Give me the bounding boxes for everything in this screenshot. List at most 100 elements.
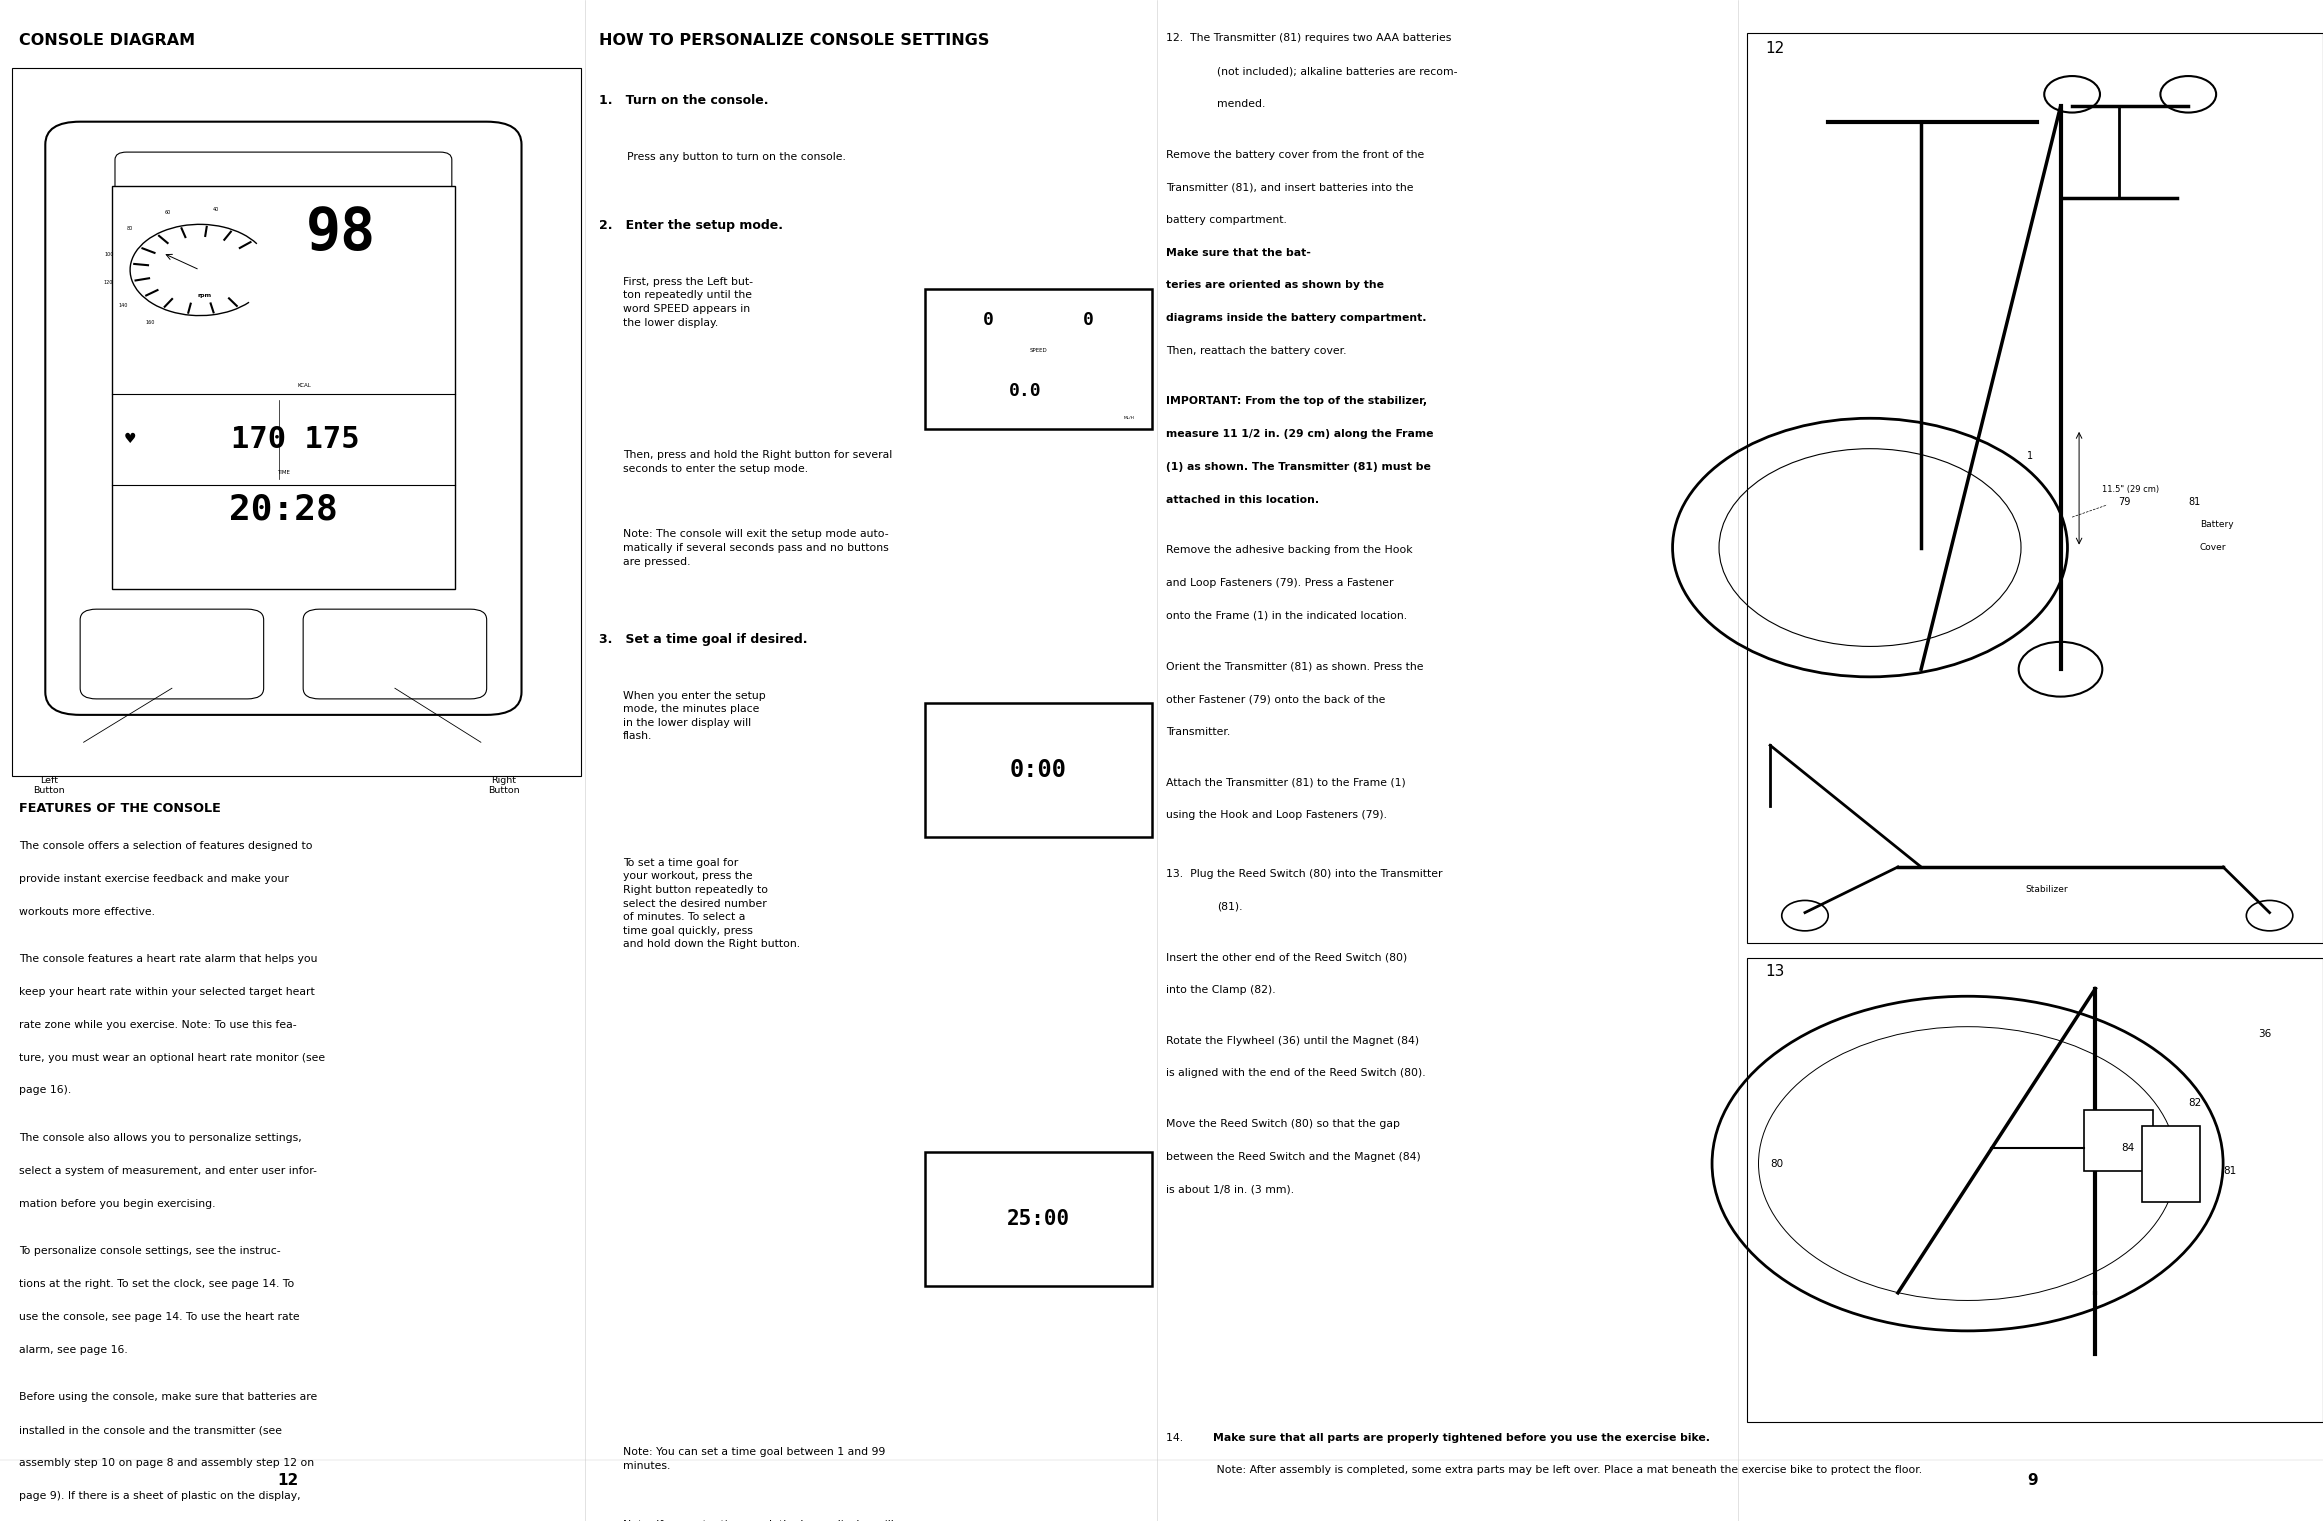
Text: 36: 36 (2258, 1030, 2272, 1039)
Text: When you enter the setup
mode, the minutes place
in the lower display will
flash: When you enter the setup mode, the minut… (623, 691, 764, 741)
Text: 20:28: 20:28 (230, 493, 337, 526)
Text: ture, you must wear an optional heart rate monitor (see: ture, you must wear an optional heart ra… (19, 1053, 325, 1063)
Text: KCAL: KCAL (297, 383, 311, 388)
Text: 140: 140 (118, 303, 128, 307)
Text: keep your heart rate within your selected target heart: keep your heart rate within your selecte… (19, 987, 314, 998)
Text: Cover: Cover (2200, 543, 2225, 552)
Text: 79: 79 (2119, 497, 2130, 506)
Text: 25:00: 25:00 (1006, 1209, 1071, 1229)
Text: Make sure that all parts are properly tightened before you use the exercise bike: Make sure that all parts are properly ti… (1213, 1433, 1710, 1443)
Text: (1) as shown. The Transmitter (81) must be: (1) as shown. The Transmitter (81) must … (1166, 462, 1431, 472)
Text: alarm, see page 16.: alarm, see page 16. (19, 1345, 128, 1355)
Bar (2142, 1126, 2200, 1202)
Text: Left
Button: Left Button (33, 776, 65, 795)
Text: tions at the right. To set the clock, see page 14. To: tions at the right. To set the clock, se… (19, 1279, 293, 1290)
Text: Stabilizer: Stabilizer (2026, 885, 2067, 894)
Text: 0.0: 0.0 (1008, 382, 1041, 400)
FancyBboxPatch shape (116, 152, 451, 221)
Text: is aligned with the end of the Reed Switch (80).: is aligned with the end of the Reed Swit… (1166, 1068, 1426, 1078)
Text: between the Reed Switch and the Magnet (84): between the Reed Switch and the Magnet (… (1166, 1151, 1422, 1162)
Text: teries are oriented as shown by the: teries are oriented as shown by the (1166, 280, 1385, 291)
Text: 1: 1 (2026, 452, 2033, 461)
Text: into the Clamp (82).: into the Clamp (82). (1166, 986, 1275, 995)
Text: Right
Button: Right Button (488, 776, 520, 795)
Text: (not included); alkaline batteries are recom-: (not included); alkaline batteries are r… (1217, 65, 1459, 76)
Text: 13.  Plug the Reed Switch (80) into the Transmitter: 13. Plug the Reed Switch (80) into the T… (1166, 868, 1443, 879)
Text: 40: 40 (214, 207, 218, 211)
Text: Remove the battery cover from the front of the: Remove the battery cover from the front … (1166, 149, 1424, 160)
Text: IMPORTANT: From the top of the stabilizer,: IMPORTANT: From the top of the stabilize… (1166, 397, 1426, 406)
Text: 98: 98 (307, 204, 376, 262)
Text: 9: 9 (2028, 1472, 2037, 1488)
Bar (925, 1153, 1152, 1287)
Text: 80: 80 (128, 227, 132, 231)
Text: 82: 82 (2188, 1098, 2202, 1107)
Text: 12.  The Transmitter (81) requires two AAA batteries: 12. The Transmitter (81) requires two AA… (1166, 33, 1452, 44)
Text: 11.5" (29 cm): 11.5" (29 cm) (2102, 485, 2160, 494)
Text: 12: 12 (1765, 41, 1784, 56)
Text: diagrams inside the battery compartment.: diagrams inside the battery compartment. (1166, 313, 1426, 322)
Text: To personalize console settings, see the instruc-: To personalize console settings, see the… (19, 1247, 281, 1256)
Text: and Loop Fasteners (79). Press a Fastener: and Loop Fasteners (79). Press a Fastene… (1166, 578, 1394, 589)
Text: 13: 13 (1765, 964, 1784, 980)
FancyBboxPatch shape (79, 608, 262, 700)
Text: 120: 120 (102, 280, 112, 286)
Text: Transmitter (81), and insert batteries into the: Transmitter (81), and insert batteries i… (1166, 183, 1415, 192)
Text: 60: 60 (165, 210, 170, 214)
Text: 0:00: 0:00 (1011, 757, 1066, 782)
Text: installed in the console and the transmitter (see: installed in the console and the transmi… (19, 1425, 281, 1436)
Text: assembly step 10 on page 8 and assembly step 12 on: assembly step 10 on page 8 and assembly … (19, 1459, 314, 1468)
Text: Then, press and hold the Right button for several
seconds to enter the setup mod: Then, press and hold the Right button fo… (623, 450, 892, 475)
Text: Transmitter.: Transmitter. (1166, 727, 1231, 736)
Text: Battery: Battery (2200, 520, 2232, 529)
Text: Rotate the Flywheel (36) until the Magnet (84): Rotate the Flywheel (36) until the Magne… (1166, 1036, 1419, 1046)
Text: Attach the Transmitter (81) to the Frame (1): Attach the Transmitter (81) to the Frame… (1166, 777, 1405, 788)
Text: workouts more effective.: workouts more effective. (19, 907, 156, 917)
Text: provide instant exercise feedback and make your: provide instant exercise feedback and ma… (19, 873, 288, 884)
Text: is about 1/8 in. (3 mm).: is about 1/8 in. (3 mm). (1166, 1185, 1294, 1194)
Bar (1747, 958, 2323, 1422)
Text: Orient the Transmitter (81) as shown. Press the: Orient the Transmitter (81) as shown. Pr… (1166, 662, 1424, 671)
Text: page 9). If there is a sheet of plastic on the display,: page 9). If there is a sheet of plastic … (19, 1491, 300, 1501)
Text: ML/H: ML/H (1124, 415, 1136, 420)
Text: Insert the other end of the Reed Switch (80): Insert the other end of the Reed Switch … (1166, 952, 1408, 963)
Text: 170 175: 170 175 (230, 424, 360, 453)
Text: The console features a heart rate alarm that helps you: The console features a heart rate alarm … (19, 955, 316, 964)
Text: rate zone while you exercise. Note: To use this fea-: rate zone while you exercise. Note: To u… (19, 1021, 297, 1030)
Text: The console also allows you to personalize settings,: The console also allows you to personali… (19, 1133, 302, 1144)
Text: 84: 84 (2121, 1144, 2135, 1153)
Text: Remove the adhesive backing from the Hook: Remove the adhesive backing from the Hoo… (1166, 545, 1412, 555)
Text: measure 11 1/2 in. (29 cm) along the Frame: measure 11 1/2 in. (29 cm) along the Fra… (1166, 429, 1433, 440)
Text: Note: After assembly is completed, some extra parts may be left over. Place a ma: Note: After assembly is completed, some … (1213, 1466, 1921, 1475)
Text: 81: 81 (2223, 1167, 2237, 1176)
Text: Press any button to turn on the console.: Press any button to turn on the console. (627, 152, 846, 163)
Text: To set a time goal for
your workout, press the
Right button repeatedly to
select: To set a time goal for your workout, pre… (623, 858, 799, 949)
Text: The console offers a selection of features designed to: The console offers a selection of featur… (19, 841, 311, 852)
Text: TIME: TIME (276, 470, 290, 476)
Text: Move the Reed Switch (80) so that the gap: Move the Reed Switch (80) so that the ga… (1166, 1119, 1401, 1129)
Text: mended.: mended. (1217, 99, 1266, 110)
Text: (81).: (81). (1217, 902, 1243, 911)
Bar (2084, 1110, 2153, 1171)
Text: 81: 81 (2188, 497, 2200, 506)
Text: battery compartment.: battery compartment. (1166, 214, 1292, 225)
Text: Before using the console, make sure that batteries are: Before using the console, make sure that… (19, 1393, 316, 1402)
Text: select a system of measurement, and enter user infor-: select a system of measurement, and ente… (19, 1167, 316, 1176)
Text: Then, reattach the battery cover.: Then, reattach the battery cover. (1166, 345, 1347, 356)
Text: 160: 160 (146, 319, 156, 324)
Text: rpm: rpm (197, 292, 211, 298)
Text: other Fastener (79) onto the back of the: other Fastener (79) onto the back of the (1166, 694, 1385, 704)
Text: 0: 0 (1083, 310, 1094, 329)
Text: onto the Frame (1) in the indicated location.: onto the Frame (1) in the indicated loca… (1166, 610, 1408, 621)
Text: use the console, see page 14. To use the heart rate: use the console, see page 14. To use the… (19, 1313, 300, 1322)
Text: 12: 12 (276, 1472, 300, 1488)
Text: 0: 0 (983, 310, 994, 329)
FancyBboxPatch shape (46, 122, 520, 715)
Text: 1.   Turn on the console.: 1. Turn on the console. (599, 94, 769, 108)
Text: 14.: 14. (1166, 1433, 1189, 1443)
Text: First, press the Left but-
ton repeatedly until the
word SPEED appears in
the lo: First, press the Left but- ton repeatedl… (623, 277, 753, 327)
Bar (925, 289, 1152, 429)
Text: ♥: ♥ (123, 432, 137, 446)
Text: Note: The console will exit the setup mode auto-
matically if several seconds pa: Note: The console will exit the setup mo… (623, 529, 887, 566)
Text: Note: You can set a time goal between 1 and 99
minutes.: Note: You can set a time goal between 1 … (623, 1448, 885, 1471)
